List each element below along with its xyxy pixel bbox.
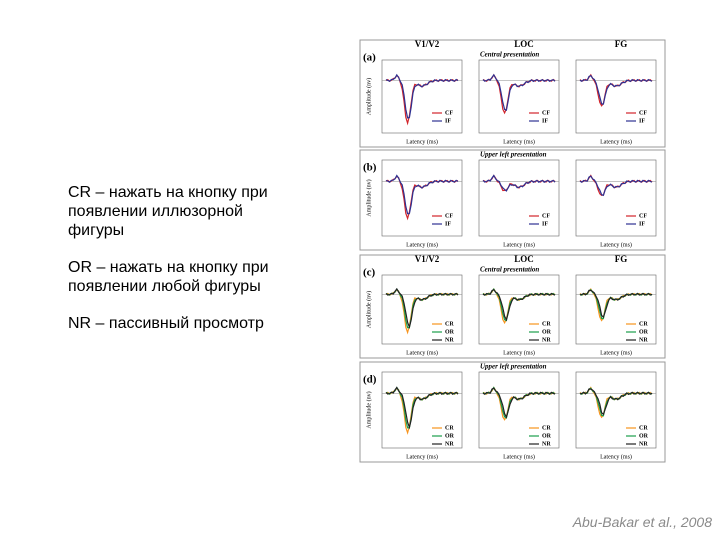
subplot-frame xyxy=(575,59,657,134)
x-axis-label: Latency (ms) xyxy=(503,453,535,460)
legend-label: IF xyxy=(542,221,548,227)
bullet-item: CR – нажать на кнопку при появлении иллю… xyxy=(68,184,268,239)
legend-label: NR xyxy=(445,441,454,447)
x-axis-label: Latency (ms) xyxy=(600,349,632,356)
column-header: FG xyxy=(615,39,628,49)
legend-label: NR xyxy=(639,441,648,447)
x-axis-label: Latency (ms) xyxy=(600,241,632,248)
panel-subtitle: Upper left presentation xyxy=(480,363,547,371)
legend-label: OR xyxy=(445,433,455,439)
subplot-frame xyxy=(381,159,463,237)
panel-frame xyxy=(359,361,666,463)
legend-label: NR xyxy=(639,337,648,343)
legend-label: CR xyxy=(639,321,648,327)
panel-label: (b) xyxy=(363,162,377,174)
waveform xyxy=(385,73,459,119)
x-axis-label: Latency (ms) xyxy=(406,138,438,145)
column-header: FG xyxy=(615,254,628,264)
legend-label: IF xyxy=(639,221,645,227)
legend-label: IF xyxy=(639,118,645,124)
panel-label: (c) xyxy=(363,267,376,279)
panel-frame xyxy=(359,39,666,148)
waveform xyxy=(579,175,653,197)
waveform xyxy=(579,74,653,105)
legend-label: CR xyxy=(445,425,454,431)
legend-label: CF xyxy=(639,110,647,116)
legend-label: CR xyxy=(542,425,551,431)
legend-label: OR xyxy=(542,329,552,335)
subplot-frame xyxy=(575,159,657,237)
column-header: LOC xyxy=(514,254,534,264)
subplot-frame xyxy=(478,59,560,134)
column-header: V1/V2 xyxy=(415,254,440,264)
waveform xyxy=(385,174,459,215)
waveform xyxy=(579,289,653,319)
y-axis-label: Amplitude (nv) xyxy=(365,179,372,216)
legend-label: CF xyxy=(445,213,453,219)
subplot-frame xyxy=(381,59,463,134)
bullet-item: NR – пассивный просмотр xyxy=(68,315,264,332)
panel-frame xyxy=(359,254,666,359)
legend-label: NR xyxy=(542,337,551,343)
panel-subtitle: Central presentation xyxy=(480,266,539,274)
y-axis-label: Amplitude (nv) xyxy=(365,291,372,328)
waveform xyxy=(579,388,653,416)
waveform xyxy=(385,287,459,330)
legend-label: OR xyxy=(542,433,552,439)
legend-label: CR xyxy=(639,425,648,431)
legend-label: CF xyxy=(542,213,550,219)
y-axis-label: Amplitude (nv) xyxy=(365,391,372,428)
waveform xyxy=(482,73,556,112)
subplot-frame xyxy=(381,371,463,449)
citation: Abu-Bakar et al., 2008 xyxy=(572,514,712,530)
column-header: V1/V2 xyxy=(415,39,440,49)
legend-label: OR xyxy=(445,329,455,335)
subplot-frame xyxy=(478,274,560,345)
legend-label: NR xyxy=(542,441,551,447)
legend-label: CF xyxy=(445,110,453,116)
bullet-item: OR – нажать на кнопку при появлении любо… xyxy=(68,259,269,295)
panel-subtitle: Central presentation xyxy=(480,51,539,59)
legend-label: IF xyxy=(445,221,451,227)
subplot-frame xyxy=(381,274,463,345)
x-axis-label: Latency (ms) xyxy=(406,453,438,460)
x-axis-label: Latency (ms) xyxy=(503,138,535,145)
panel-subtitle: Upper left presentation xyxy=(480,151,547,159)
x-axis-label: Latency (ms) xyxy=(406,241,438,248)
waveform xyxy=(482,288,556,322)
column-header: LOC xyxy=(514,39,534,49)
panel-frame xyxy=(359,149,666,251)
x-axis-label: Latency (ms) xyxy=(503,349,535,356)
bullet-list: CR – нажать на кнопку при появлении иллю… xyxy=(68,183,296,351)
legend-label: CR xyxy=(445,321,454,327)
legend-label: NR xyxy=(445,337,454,343)
waveform xyxy=(482,387,556,419)
legend-label: OR xyxy=(639,433,649,439)
panel-label: (d) xyxy=(363,374,377,386)
legend-label: IF xyxy=(542,118,548,124)
subplot-frame xyxy=(478,159,560,237)
waveform xyxy=(385,386,459,430)
legend-label: IF xyxy=(445,118,451,124)
x-axis-label: Latency (ms) xyxy=(503,241,535,248)
x-axis-label: Latency (ms) xyxy=(406,349,438,356)
panel-label: (a) xyxy=(363,52,376,64)
legend-label: CR xyxy=(542,321,551,327)
subplot-frame xyxy=(478,371,560,449)
subplot-frame xyxy=(575,371,657,449)
waveform xyxy=(482,174,556,192)
y-axis-label: Amplitude (nv) xyxy=(365,78,372,115)
legend-label: CF xyxy=(639,213,647,219)
legend-label: CF xyxy=(542,110,550,116)
subplot-frame xyxy=(575,274,657,345)
x-axis-label: Latency (ms) xyxy=(600,138,632,145)
legend-label: OR xyxy=(639,329,649,335)
x-axis-label: Latency (ms) xyxy=(600,453,632,460)
